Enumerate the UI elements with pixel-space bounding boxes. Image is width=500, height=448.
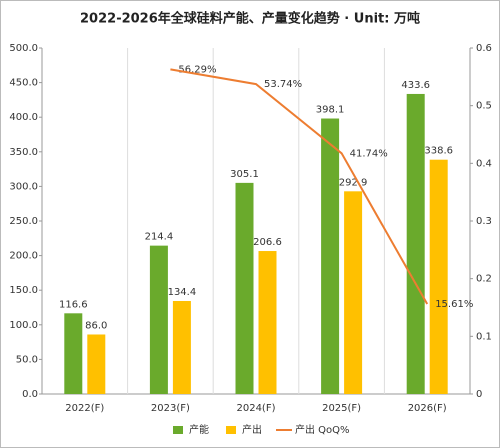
y2-tick-label: 0.6 [476,43,492,54]
line [170,68,429,305]
x-tick-label: 2026(F) [408,403,447,414]
bar [258,251,277,394]
y2-tick-label: 0 [476,389,482,400]
data-label: 214.4 [145,232,174,243]
data-label: 338.6 [424,146,453,157]
bar [64,313,83,394]
bar [406,93,425,395]
legend-swatch [226,426,236,434]
x-tick-label: 2024(F) [236,403,275,414]
y-tick-label: 0.0 [22,389,38,400]
y2-tick-label: 0.4 [476,158,492,169]
bar [172,300,191,394]
y2-tick-label: 0.1 [476,331,492,342]
y-tick-label: 50.0 [16,354,38,365]
data-label: 86.0 [85,320,107,331]
x-tick-label: 2025(F) [322,403,361,414]
data-label: 15.61% [435,299,473,310]
x-tick-label: 2023(F) [151,403,190,414]
y2-tick-label: 0.5 [476,101,492,112]
y-tick-label: 100.0 [9,320,38,331]
legend-label: 产能 [189,423,209,436]
bar [149,245,168,394]
data-label: 41.74% [350,148,388,159]
chart-title: 2022-2026年全球硅料产能、产量变化趋势 · Unit: 万吨 [80,11,420,27]
x-tick-label: 2022(F) [65,403,104,414]
bar [429,159,448,394]
legend-swatch [173,426,183,434]
data-label: 134.4 [168,287,197,298]
data-label: 292.9 [339,177,368,188]
bar [235,182,254,394]
y-tick-label: 150.0 [9,285,38,296]
data-label: 433.6 [401,80,430,91]
y-tick-label: 200.0 [9,251,38,262]
y-tick-label: 450.0 [9,78,38,89]
data-label: 116.6 [59,299,88,310]
legend-label: 产出 [242,423,262,436]
bar [344,191,363,394]
y-tick-label: 500.0 [9,43,38,54]
y2-tick-label: 0.2 [476,274,492,285]
y-tick-label: 350.0 [9,147,38,158]
data-label: 206.6 [253,237,282,248]
y-tick-label: 250.0 [9,216,38,227]
bar [87,334,106,394]
bar [321,118,340,394]
data-label: 53.74% [264,79,302,90]
data-label: 305.1 [230,169,259,180]
data-label: 56.29% [178,64,216,75]
legend-label: 产出 QoQ% [295,423,350,436]
y-tick-label: 300.0 [9,181,38,192]
y2-tick-label: 0.3 [476,216,492,227]
y-tick-label: 400.0 [9,112,38,123]
data-label: 398.1 [316,105,345,116]
